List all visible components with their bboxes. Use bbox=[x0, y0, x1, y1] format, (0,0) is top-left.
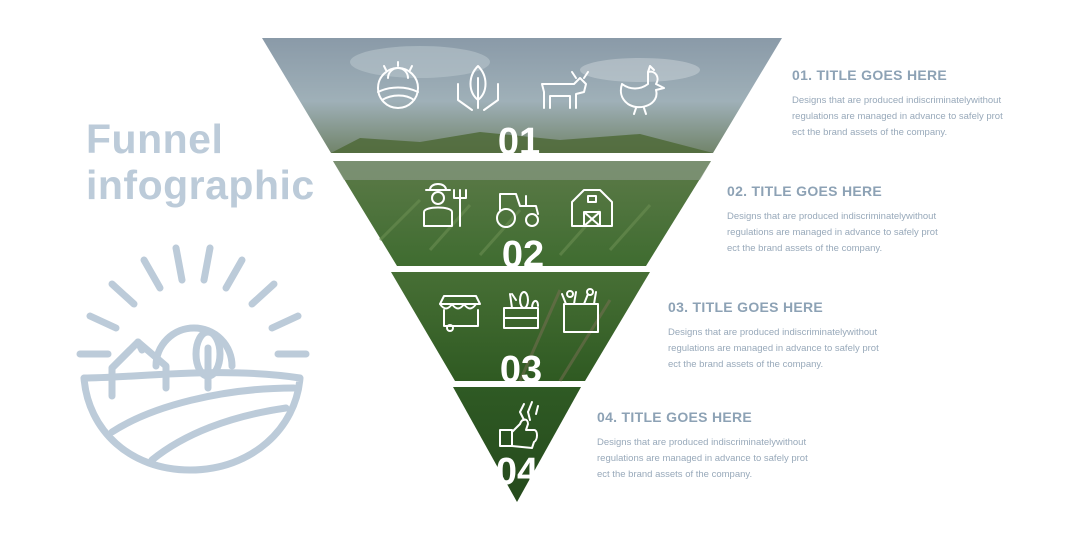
farmer-pitchfork-icon bbox=[423, 183, 467, 227]
step-02-title: 02. TITLE GOES HERE bbox=[727, 183, 883, 199]
page-title-line-1: Funnel bbox=[86, 116, 224, 162]
market-stall-icon bbox=[439, 295, 481, 332]
farm-sunrise-logo-icon bbox=[76, 244, 310, 474]
page-title-line-2: infographic bbox=[86, 162, 315, 208]
funnel-level-4: 04 bbox=[453, 387, 581, 502]
step-04-title: 04. TITLE GOES HERE bbox=[597, 409, 753, 425]
step-02: 02. TITLE GOES HERE Designs that are pro… bbox=[727, 183, 972, 257]
vegetable-crate-icon bbox=[503, 291, 539, 329]
step-01-title: 01. TITLE GOES HERE bbox=[792, 67, 948, 83]
funnel-number-04: 04 bbox=[496, 451, 538, 493]
grocery-bag-icon bbox=[561, 288, 599, 333]
step-02-description: Designs that are produced indiscriminate… bbox=[727, 211, 938, 254]
funnel-level-2: 02 bbox=[333, 161, 711, 276]
plant-hands-icon bbox=[457, 65, 499, 111]
page-title: Funnel infographic bbox=[86, 116, 315, 208]
step-01: 01. TITLE GOES HERE Designs that are pro… bbox=[792, 67, 1037, 141]
funnel-level-1: 01 bbox=[262, 38, 782, 163]
step-01-description: Designs that are produced indiscriminate… bbox=[792, 95, 1003, 138]
cow-icon bbox=[541, 71, 589, 109]
step-03-description: Designs that are produced indiscriminate… bbox=[668, 327, 879, 370]
funnel-number-01: 01 bbox=[498, 121, 540, 163]
step-03-title: 03. TITLE GOES HERE bbox=[668, 299, 824, 315]
funnel-number-02: 02 bbox=[502, 234, 544, 276]
sunrise-field-icon bbox=[377, 61, 419, 109]
step-04: 04. TITLE GOES HERE Designs that are pro… bbox=[597, 409, 842, 483]
hand-wheat-icon bbox=[499, 401, 539, 449]
funnel-number-03: 03 bbox=[500, 349, 542, 391]
barn-icon bbox=[571, 189, 613, 227]
chicken-icon bbox=[619, 65, 665, 115]
step-04-description: Designs that are produced indiscriminate… bbox=[597, 437, 808, 480]
step-03: 03. TITLE GOES HERE Designs that are pro… bbox=[668, 299, 913, 373]
tractor-icon bbox=[496, 193, 539, 228]
funnel-level-3: 03 bbox=[391, 272, 650, 391]
